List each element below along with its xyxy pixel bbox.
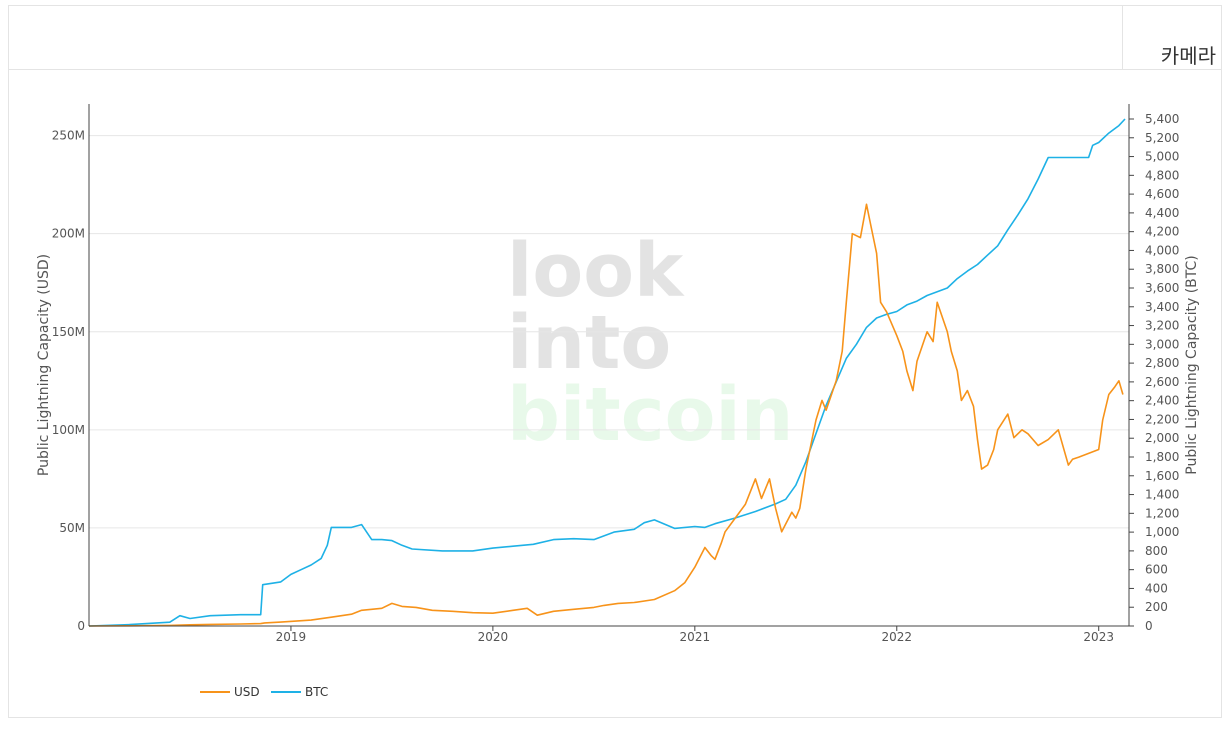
y-tick-label: 200M: [52, 227, 85, 241]
legend[interactable]: USD BTC: [200, 685, 328, 699]
series-group: [88, 118, 1126, 627]
legend-label-usd: USD: [234, 685, 260, 699]
x-tick-label: 2021: [680, 630, 711, 644]
y2-tick-label: 3,400: [1145, 300, 1179, 314]
y2-tick-label: 5,200: [1145, 131, 1179, 145]
y2-tick-label: 4,400: [1145, 206, 1179, 220]
y2-tick-label: 5,400: [1145, 112, 1179, 126]
y2-tick-label: 4,000: [1145, 243, 1179, 257]
y2-tick-label: 2,000: [1145, 431, 1179, 445]
y-tick-label: 150M: [52, 325, 85, 339]
y2-tick-label: 1,000: [1145, 525, 1179, 539]
y-tick-label: 50M: [59, 521, 85, 535]
y-axis-title-left: Public Lightning Capacity (USD): [36, 254, 52, 476]
y2-tick-label: 4,800: [1145, 168, 1179, 182]
y-tick-label: 250M: [52, 129, 85, 143]
watermark: look into bitcoin: [507, 228, 793, 458]
chart-frame: 카메라: [8, 5, 1222, 718]
legend-label-btc: BTC: [305, 685, 328, 699]
y2-tick-label: 5,000: [1145, 150, 1179, 164]
y2-tick-label: 1,400: [1145, 488, 1179, 502]
axes-group: [88, 104, 1134, 631]
x-tick-label: 2019: [276, 630, 307, 644]
y2-tick-label: 1,600: [1145, 469, 1179, 483]
grid-lines: [89, 135, 1129, 529]
modebar-divider: [1122, 6, 1123, 69]
tick-labels: 0 50M 100M 150M 200M 250M 0 200 400 600 800 1,000 1,…: [52, 112, 1180, 644]
y2-tick-label: 0: [1145, 619, 1153, 633]
camera-button[interactable]: 카메라: [1160, 44, 1216, 68]
series-line-btc: [88, 118, 1126, 627]
y2-tick-label: 4,600: [1145, 187, 1179, 201]
y2-tick-label: 600: [1145, 563, 1168, 577]
y2-tick-label: 2,800: [1145, 356, 1179, 370]
modebar: 카메라: [9, 6, 1221, 70]
watermark-line-into: into: [507, 300, 671, 386]
y2-tick-label: 1,800: [1145, 450, 1179, 464]
legend-item-usd[interactable]: USD: [200, 685, 260, 699]
y2-tick-label: 3,200: [1145, 319, 1179, 333]
y2-tick-label: 3,600: [1145, 281, 1179, 295]
y2-tick-label: 2,200: [1145, 412, 1179, 426]
y2-tick-label: 2,600: [1145, 375, 1179, 389]
y2-tick-label: 1,200: [1145, 506, 1179, 520]
x-tick-label: 2022: [881, 630, 912, 644]
y2-tick-label: 2,400: [1145, 394, 1179, 408]
y2-tick-label: 3,800: [1145, 262, 1179, 276]
x-tick-label: 2020: [478, 630, 509, 644]
y-tick-label: 100M: [52, 423, 85, 437]
y2-tick-label: 800: [1145, 544, 1168, 558]
legend-item-btc[interactable]: BTC: [271, 685, 328, 699]
y2-tick-label: 400: [1145, 581, 1168, 595]
y-tick-label: 0: [77, 619, 85, 633]
y-axis-title-right: Public Lightning Capacity (BTC): [1184, 255, 1200, 474]
watermark-line-bitcoin: bitcoin: [507, 372, 793, 458]
y2-tick-label: 4,200: [1145, 225, 1179, 239]
series-line-usd: [88, 203, 1124, 627]
y2-tick-label: 3,000: [1145, 337, 1179, 351]
x-tick-label: 2023: [1083, 630, 1114, 644]
y2-tick-label: 200: [1145, 600, 1168, 614]
watermark-line-look: look: [507, 228, 685, 314]
